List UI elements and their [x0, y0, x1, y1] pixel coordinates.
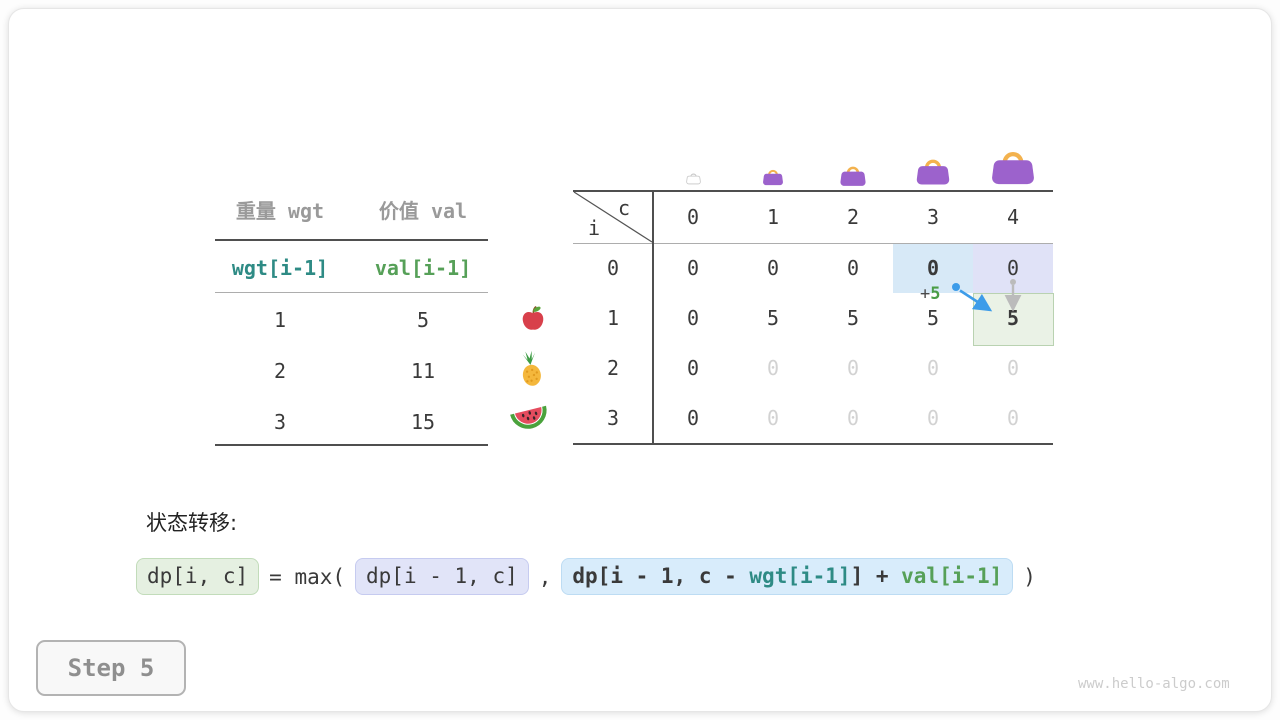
- transition-add-annotation: +5: [920, 284, 941, 304]
- item-table-header: 重量 wgt 价值 val: [215, 196, 488, 226]
- dp-table-vertical-rule: [652, 190, 654, 445]
- item-table-index-row: wgt[i-1] val[i-1]: [215, 253, 488, 283]
- gray-down-arrow: [1004, 279, 1022, 312]
- watermark: www.hello-algo.com: [1078, 676, 1230, 692]
- dp-cell-1-0: 0: [686, 306, 700, 330]
- dp-cell-2-2: 0: [846, 356, 860, 380]
- watermelon-icon: [508, 400, 552, 436]
- dp-row-header-0: 0: [606, 256, 620, 280]
- formula-lhs: dp[i, c]: [136, 558, 260, 595]
- dp-cell-0-2: 0: [846, 256, 860, 280]
- item-table-header-val: 价值 val: [378, 199, 468, 223]
- dp-col-header-4: 4: [1006, 205, 1020, 229]
- dp-col-header-0: 0: [686, 205, 700, 229]
- dp-cell-1-4: 5: [1006, 306, 1020, 330]
- bag-icon-capacity-2: [839, 163, 867, 187]
- dp-cell-0-3: 0: [926, 256, 940, 280]
- dp-cell-2-3: 0: [926, 356, 940, 380]
- dp-cell-1-3: 5: [926, 306, 940, 330]
- dp-table-diagonal-rule: [573, 191, 653, 243]
- formula-comma: ,: [538, 564, 552, 589]
- item-table-bottom-rule: [215, 444, 488, 446]
- formula-close-paren: ): [1023, 564, 1036, 589]
- bag-icon-capacity-4: [990, 146, 1036, 186]
- dp-cell-3-4: 0: [1006, 406, 1020, 430]
- dp-row-header-3: 3: [606, 406, 620, 430]
- transition-arrows: [880, 270, 1060, 330]
- plus-sign: +: [920, 284, 931, 304]
- transition-label: 状态转移:: [146, 511, 238, 535]
- added-value: 5: [930, 284, 941, 304]
- item-value-1: 5: [416, 308, 430, 332]
- dp-cell-2-1: 0: [766, 356, 780, 380]
- dp-col-header-2: 2: [846, 205, 860, 229]
- formula-arg2: dp[i - 1, c - wgt[i-1]] + val[i-1]: [561, 558, 1014, 595]
- dp-cell-1-1: 5: [766, 306, 780, 330]
- dp-cell-1-2: 5: [846, 306, 860, 330]
- dp-column-headers: 0 1 2 3 4: [653, 192, 1053, 242]
- dp-cell-0-4: 0: [1006, 256, 1020, 280]
- dp-cell-grid: 0 0 0 0 0 0 5 5 5 5 0 0 0 0 0 0 0 0 0 0: [653, 243, 1053, 443]
- formula-arg2-wgt: wgt[i-1]: [749, 564, 851, 588]
- transition-formula: dp[i, c] = max( dp[i - 1, c] , dp[i - 1,…: [136, 558, 1036, 595]
- formula-arg2-mid: ] +: [850, 564, 902, 588]
- item-table-row-2: 2 11: [215, 356, 488, 386]
- dp-col-header-1: 1: [766, 205, 780, 229]
- item-value-2: 11: [410, 359, 436, 383]
- item-table-wgt-index: wgt[i-1]: [231, 256, 329, 280]
- dp-cell-0-0: 0: [686, 256, 700, 280]
- blue-diagonal-arrow: [952, 283, 993, 312]
- dp-cell-2-4: 0: [1006, 356, 1020, 380]
- apple-icon: [519, 304, 547, 332]
- item-weight-2: 2: [273, 359, 287, 383]
- item-table-row-3: 3 15: [215, 407, 488, 437]
- item-table-row-1: 1 5: [215, 305, 488, 335]
- dp-cell-3-2: 0: [846, 406, 860, 430]
- dp-row-header-2: 2: [606, 356, 620, 380]
- formula-arg2-val: val[i-1]: [901, 564, 1003, 588]
- dp-table-bottom-rule: [573, 443, 1053, 445]
- item-weight-3: 3: [273, 410, 287, 434]
- item-table-val-index: val[i-1]: [374, 256, 472, 280]
- dp-table-top-rule: [573, 190, 1053, 192]
- pineapple-icon: [512, 348, 551, 390]
- formula-arg2-pre: dp[i - 1, c -: [572, 564, 750, 588]
- item-table-mid-rule: [215, 292, 488, 293]
- dp-cell-2-0: 0: [686, 356, 700, 380]
- item-weight-1: 1: [273, 308, 287, 332]
- dp-cell-0-1: 0: [766, 256, 780, 280]
- dp-cell-3-1: 0: [766, 406, 780, 430]
- item-value-3: 15: [410, 410, 436, 434]
- item-table-top-rule: [215, 239, 488, 241]
- formula-eq-max: = max(: [269, 564, 346, 589]
- dp-cell-3-3: 0: [926, 406, 940, 430]
- dp-row-header-1: 1: [606, 306, 620, 330]
- dp-table-header-rule: [573, 243, 1053, 244]
- highlight-cell-i0-c3: [893, 243, 973, 293]
- bag-icon-capacity-0: [686, 171, 701, 185]
- formula-arg1: dp[i - 1, c]: [355, 558, 529, 595]
- bag-icon-capacity-1: [762, 167, 784, 186]
- dp-col-header-3: 3: [926, 205, 940, 229]
- step-badge: Step 5: [36, 640, 186, 696]
- bag-icon-capacity-3: [915, 155, 951, 186]
- dp-row-headers: 0 1 2 3: [573, 243, 653, 443]
- dp-corner-col-var: c: [618, 196, 631, 220]
- dp-corner-row-var: i: [588, 216, 601, 240]
- item-table-header-wgt: 重量 wgt: [235, 199, 325, 223]
- dp-cell-3-0: 0: [686, 406, 700, 430]
